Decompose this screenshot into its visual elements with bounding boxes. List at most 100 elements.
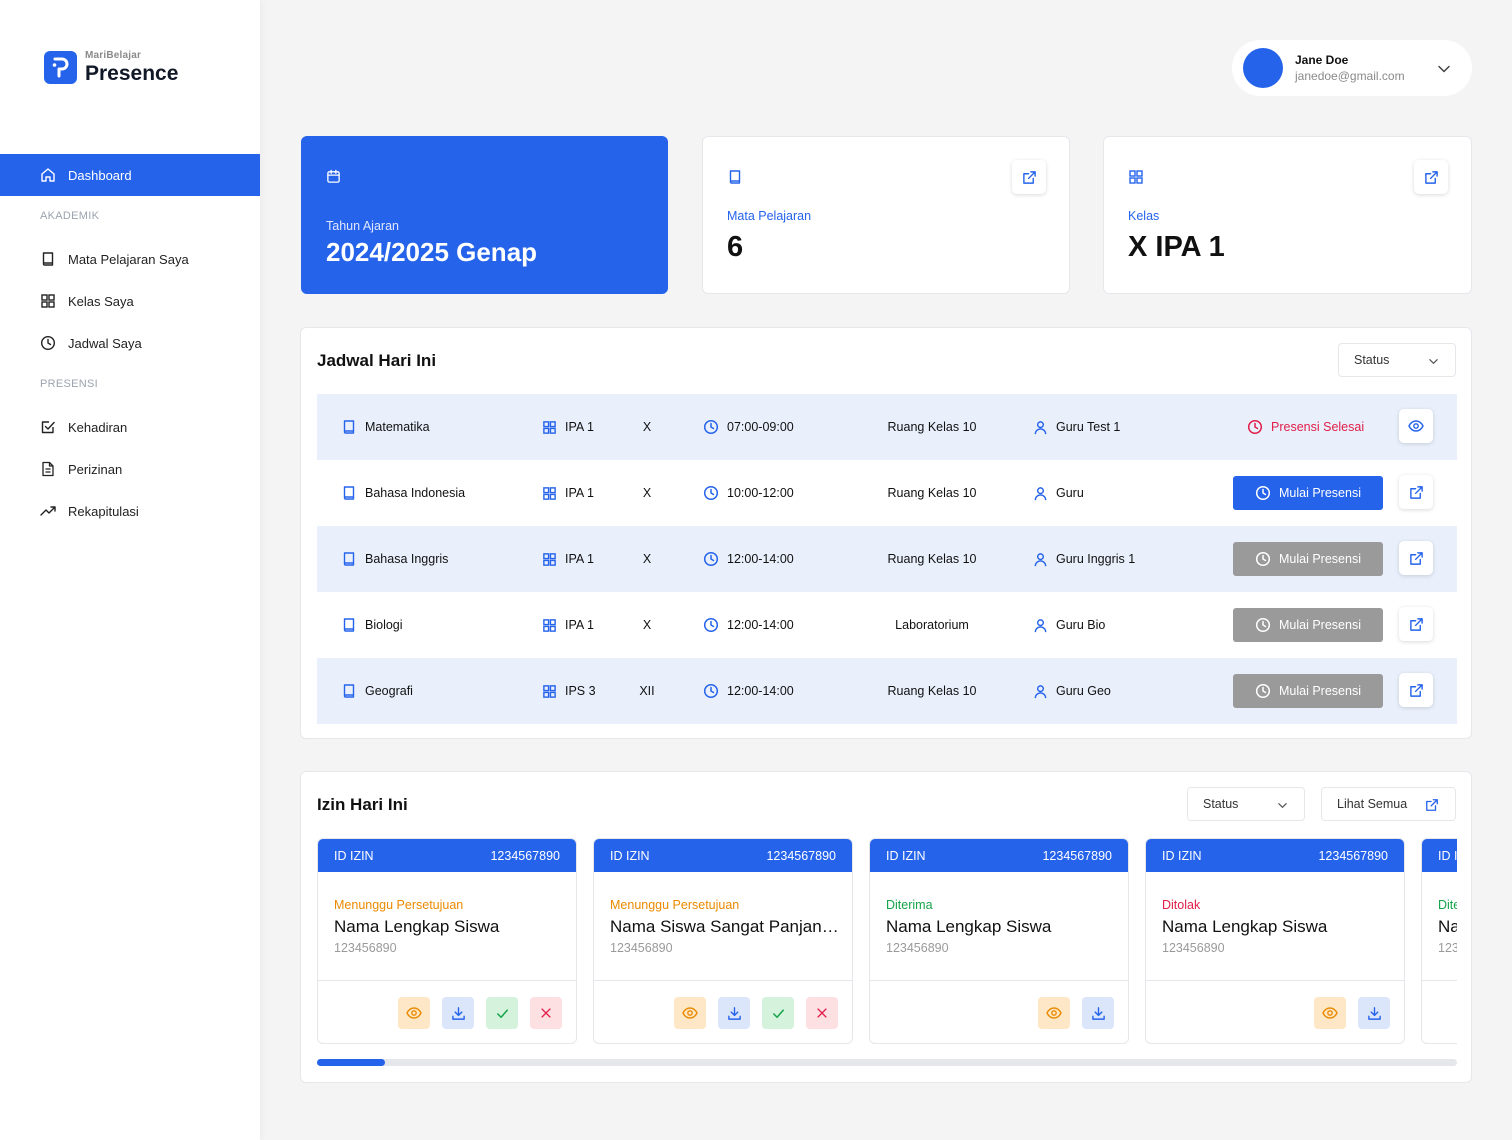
view-izin-button[interactable] — [398, 997, 430, 1029]
subject-cell: Biologi — [341, 592, 403, 658]
trending-up-icon — [40, 506, 56, 516]
approve-izin-button[interactable] — [762, 997, 794, 1029]
id-label: ID IZIN — [886, 848, 926, 863]
lihat-semua-button[interactable]: Lihat Semua — [1321, 787, 1456, 821]
clock-icon — [40, 335, 56, 351]
filter-label: Status — [1203, 797, 1239, 811]
download-izin-button[interactable] — [1082, 997, 1114, 1029]
time-range: 10:00-12:00 — [727, 486, 794, 500]
student-name: Nama Lengkap Siswa — [334, 917, 500, 936]
document-icon — [42, 461, 54, 477]
grid-icon — [543, 618, 556, 632]
download-icon — [727, 1006, 741, 1020]
external-link-icon — [1426, 799, 1438, 811]
sidebar-item-dashboard[interactable]: Dashboard — [0, 154, 260, 196]
jadwal-status-filter[interactable]: Status — [1338, 343, 1456, 377]
teacher-name: Guru Test 1 — [1056, 420, 1121, 434]
grid-icon — [543, 420, 556, 434]
eye-icon — [1046, 1007, 1062, 1019]
izin-scrollbar[interactable] — [317, 1059, 1457, 1066]
mulai-presensi-button[interactable]: Mulai Presensi — [1233, 476, 1383, 510]
download-izin-button[interactable] — [718, 997, 750, 1029]
home-icon — [41, 168, 55, 182]
mata-pelajaran-label: Mata Pelajaran — [727, 209, 812, 223]
book-icon — [343, 618, 355, 632]
student-name: Nama Siswa Sangat Panjang Sekali — [610, 917, 840, 936]
clock-icon — [1255, 617, 1271, 633]
mulai-presensi-button[interactable]: Mulai Presensi — [1233, 542, 1383, 576]
sidebar-item-jadwal[interactable]: Jadwal Saya — [0, 322, 260, 364]
open-detail-button[interactable] — [1399, 607, 1433, 641]
clock-icon — [703, 683, 719, 699]
student-nis: 123456890 — [886, 941, 949, 955]
brand-name: Presence — [85, 62, 179, 85]
grade-cell: X — [627, 460, 667, 526]
open-kelas-button[interactable] — [1414, 160, 1448, 194]
class-name: IPA 1 — [565, 618, 594, 632]
time-range: 12:00-14:00 — [727, 684, 794, 698]
room-name: Ruang Kelas 10 — [887, 684, 977, 698]
grid-icon — [41, 294, 55, 308]
room-cell: Ruang Kelas 10 — [872, 526, 992, 592]
teacher-cell: Guru Test 1 — [1033, 394, 1120, 460]
table-row: Geografi IPS 3 XII 12:00-14:00 Ruang Kel… — [317, 658, 1457, 724]
sidebar-item-kelas[interactable]: Kelas Saya — [0, 280, 260, 322]
subject-name: Geografi — [365, 684, 413, 698]
grade-cell: X — [627, 592, 667, 658]
open-mata-pelajaran-button[interactable] — [1012, 160, 1046, 194]
mulai-presensi-button[interactable]: Mulai Presensi — [1233, 608, 1383, 642]
mulai-presensi-button[interactable]: Mulai Presensi — [1233, 674, 1383, 708]
reject-izin-button[interactable] — [806, 997, 838, 1029]
chevron-down-icon — [1429, 359, 1438, 364]
room-cell: Ruang Kelas 10 — [872, 460, 992, 526]
calendar-icon — [327, 169, 340, 183]
close-icon — [817, 1008, 827, 1018]
chevron-down-icon[interactable] — [1436, 61, 1452, 77]
sidebar-item-label: Rekapitulasi — [68, 503, 139, 519]
subject-name: Bahasa Inggris — [365, 552, 449, 566]
approve-izin-button[interactable] — [486, 997, 518, 1029]
sidebar-item-rekapitulasi[interactable]: Rekapitulasi — [0, 490, 260, 532]
subject-name: Matematika — [365, 420, 430, 434]
reject-izin-button[interactable] — [530, 997, 562, 1029]
class-name: IPA 1 — [565, 486, 594, 500]
view-button[interactable] — [1399, 409, 1433, 443]
scrollbar-thumb[interactable] — [317, 1059, 386, 1066]
sidebar-item-kehadiran[interactable]: Kehadiran — [0, 406, 260, 448]
user-name: Jane Doe — [1295, 52, 1349, 67]
status-label: Presensi Selesai — [1271, 420, 1365, 434]
clock-icon — [1255, 551, 1271, 567]
sidebar-item-mata-pelajaran[interactable]: Mata Pelajaran Saya — [0, 238, 260, 280]
open-detail-button[interactable] — [1399, 475, 1433, 509]
jadwal-title: Jadwal Hari Ini — [317, 351, 437, 370]
view-izin-button[interactable] — [674, 997, 706, 1029]
izin-card: ID IZIN 1234567890 Menunggu Persetujuan … — [593, 838, 853, 1044]
grid-icon — [1129, 170, 1143, 184]
izin-status: Diterima — [1438, 898, 1457, 912]
eye-icon — [1408, 420, 1424, 432]
izin-status: Diterima — [886, 898, 933, 912]
view-izin-button[interactable] — [1314, 997, 1346, 1029]
download-izin-button[interactable] — [1358, 997, 1390, 1029]
teacher-name: Guru Inggris 1 — [1056, 552, 1136, 566]
open-detail-button[interactable] — [1399, 673, 1433, 707]
sidebar-item-perizinan[interactable]: Perizinan — [0, 448, 260, 490]
book-icon — [343, 552, 355, 566]
book-icon — [343, 420, 355, 434]
user-icon — [1034, 618, 1047, 632]
izin-status-filter[interactable]: Status — [1187, 787, 1305, 821]
time-range: 12:00-14:00 — [727, 618, 794, 632]
open-detail-button[interactable] — [1399, 541, 1433, 575]
user-menu[interactable]: Jane Doe janedoe@gmail.com — [1232, 40, 1472, 96]
lihat-semua-label: Lihat Semua — [1337, 797, 1408, 811]
download-icon — [1367, 1006, 1381, 1020]
app-logo[interactable]: MariBelajar Presence — [44, 51, 178, 84]
izin-card: ID IZIN 1234567890 Diterima Nama Lengkap… — [1421, 838, 1457, 1044]
download-izin-button[interactable] — [442, 997, 474, 1029]
grade-cell: X — [627, 526, 667, 592]
kelas-value: X IPA 1 — [1128, 231, 1225, 263]
grade: X — [642, 618, 652, 632]
download-icon — [1091, 1006, 1105, 1020]
table-row: Bahasa Inggris IPA 1 X 12:00-14:00 Ruang… — [317, 526, 1457, 592]
view-izin-button[interactable] — [1038, 997, 1070, 1029]
